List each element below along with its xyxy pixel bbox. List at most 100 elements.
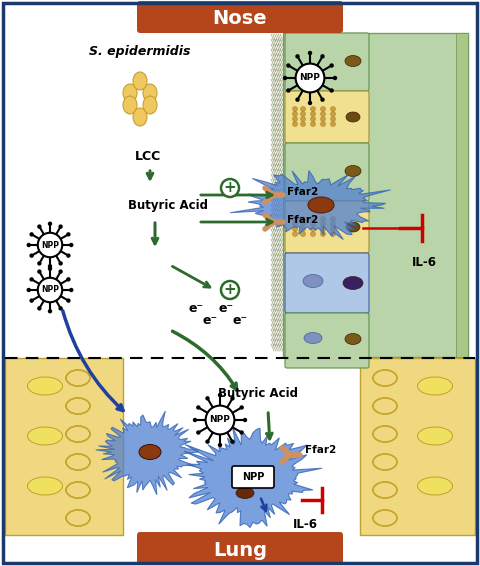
Circle shape [300,122,305,126]
Circle shape [292,117,298,122]
Circle shape [205,406,234,434]
Circle shape [196,405,201,410]
Text: Ffar2: Ffar2 [287,215,318,225]
Circle shape [26,288,31,292]
Ellipse shape [418,477,453,495]
Ellipse shape [143,96,157,114]
Circle shape [311,112,315,117]
Text: IL-6: IL-6 [292,518,317,531]
Circle shape [29,277,34,281]
Text: NPP: NPP [300,74,321,83]
Ellipse shape [346,112,360,122]
Circle shape [329,63,334,68]
Circle shape [38,233,62,257]
Circle shape [38,278,62,302]
Circle shape [221,281,239,299]
Circle shape [292,226,298,231]
Circle shape [331,226,336,231]
Circle shape [221,179,239,197]
Circle shape [296,63,324,92]
Circle shape [311,217,315,221]
Ellipse shape [345,165,361,177]
Ellipse shape [27,427,62,445]
Ellipse shape [27,377,62,395]
Circle shape [311,117,315,122]
Ellipse shape [27,477,62,495]
Circle shape [292,217,298,221]
Circle shape [331,221,336,226]
Circle shape [300,226,305,231]
Circle shape [69,243,73,247]
Circle shape [300,112,305,117]
Circle shape [37,306,42,311]
Circle shape [66,277,71,281]
FancyBboxPatch shape [285,201,369,253]
Circle shape [37,269,42,274]
Circle shape [48,267,52,271]
Circle shape [292,231,298,237]
Ellipse shape [345,55,361,66]
Text: +: + [224,282,236,298]
Circle shape [196,430,201,435]
Text: Nose: Nose [213,10,267,28]
FancyBboxPatch shape [285,91,369,143]
Circle shape [321,117,325,122]
Circle shape [320,54,324,58]
Bar [283,33,468,357]
Bar [360,358,475,535]
FancyBboxPatch shape [285,253,369,313]
Circle shape [321,221,325,226]
Text: e⁻: e⁻ [203,314,217,327]
Ellipse shape [123,96,137,114]
Circle shape [29,254,34,258]
Circle shape [292,112,298,117]
Circle shape [321,122,325,126]
Circle shape [29,232,34,237]
FancyBboxPatch shape [285,143,369,201]
Text: IL-6: IL-6 [411,255,436,268]
Ellipse shape [346,222,360,232]
Ellipse shape [143,84,157,102]
Ellipse shape [418,427,453,445]
Circle shape [308,101,312,105]
Circle shape [230,396,235,401]
Text: NPP: NPP [242,472,264,482]
Circle shape [218,393,222,397]
Circle shape [333,76,337,80]
Circle shape [329,88,334,93]
Ellipse shape [133,108,147,126]
Circle shape [59,261,63,265]
Circle shape [240,405,244,410]
Text: S. epidermidis: S. epidermidis [89,45,191,58]
Circle shape [295,97,300,102]
Circle shape [286,63,290,68]
Text: Butyric Acid: Butyric Acid [128,199,208,212]
Circle shape [311,231,315,237]
FancyBboxPatch shape [285,33,369,91]
Circle shape [331,112,336,117]
Circle shape [48,264,52,268]
Text: Ffar2: Ffar2 [305,445,336,455]
FancyBboxPatch shape [137,1,343,33]
Circle shape [321,112,325,117]
FancyBboxPatch shape [137,532,343,564]
Polygon shape [184,427,322,528]
Circle shape [331,231,336,237]
Polygon shape [96,411,199,495]
Text: NPP: NPP [41,285,59,294]
Ellipse shape [343,277,363,289]
Circle shape [26,243,31,247]
Circle shape [311,106,315,112]
Circle shape [59,224,63,229]
Circle shape [331,217,336,221]
Circle shape [308,51,312,55]
Text: e⁻: e⁻ [189,302,204,315]
Circle shape [292,122,298,126]
Circle shape [69,288,73,292]
Circle shape [331,106,336,112]
Circle shape [48,309,52,314]
Ellipse shape [304,332,322,344]
Circle shape [193,418,197,422]
Circle shape [321,217,325,221]
Circle shape [59,306,63,311]
